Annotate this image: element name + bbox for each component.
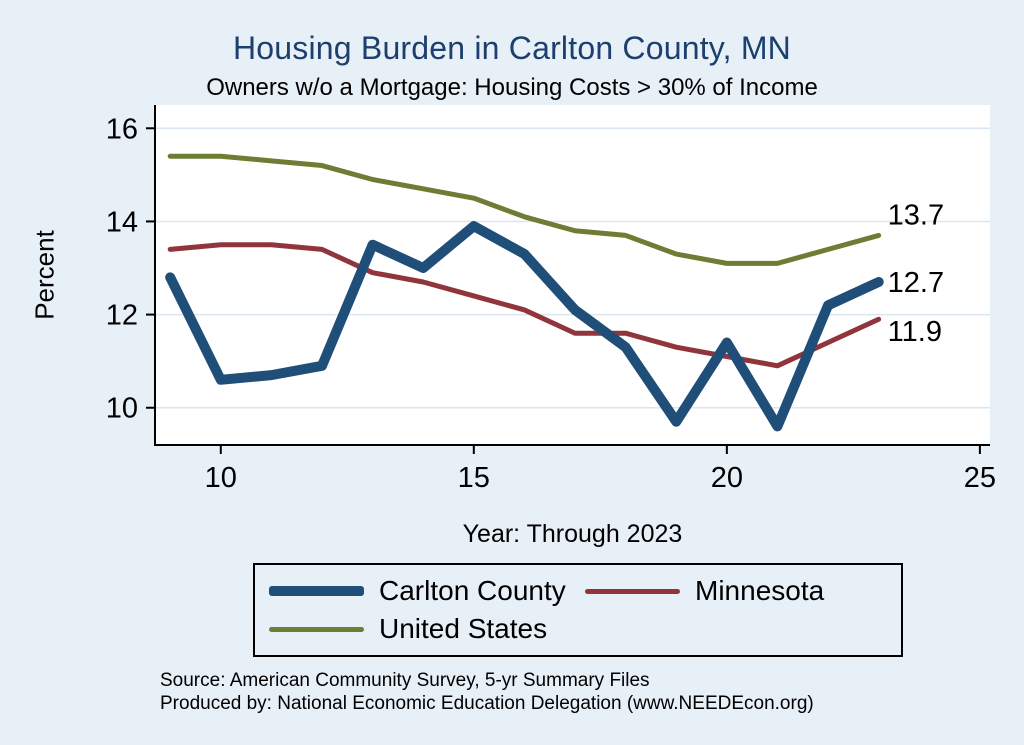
plot-background: [155, 105, 990, 445]
legend-label-minnesota: Minnesota: [695, 575, 825, 606]
producer-note: Produced by: National Economic Education…: [160, 693, 814, 714]
series-line-minnesota: [167, 242, 882, 369]
footnotes: Source: American Community Survey, 5-yr …: [160, 669, 814, 715]
legend-label-united-states: United States: [379, 613, 548, 644]
legend-item-united-states: United States: [269, 613, 635, 645]
y-tick-label: 16: [106, 113, 138, 145]
y-tick-label: 10: [106, 393, 138, 425]
legend: Carlton County Minnesota United States: [253, 563, 903, 657]
legend-item-minnesota: Minnesota: [585, 575, 901, 607]
legend-swatch-minnesota: [585, 588, 680, 594]
y-tick-label: 14: [106, 206, 138, 238]
x-tick-label: 20: [711, 462, 743, 494]
chart-title: Housing Burden in Carlton County, MN: [233, 30, 791, 66]
series-line-carlton-county: [165, 221, 884, 432]
end-label-minnesota: 11.9: [888, 316, 942, 348]
x-tick-label: 10: [205, 462, 237, 494]
x-axis-label: Year: Through 2023: [462, 520, 683, 548]
series-line-united-states: [167, 153, 882, 266]
x-tick-label: 15: [458, 462, 490, 494]
y-tick-label: 12: [106, 300, 138, 332]
end-label-carlton-county: 12.7: [888, 267, 944, 299]
legend-item-carlton-county: Carlton County: [269, 575, 585, 607]
legend-row: United States: [269, 610, 901, 648]
y-axis-label: Percent: [29, 230, 60, 320]
legend-label-carlton-county: Carlton County: [379, 575, 566, 606]
legend-row: Carlton County Minnesota: [269, 572, 901, 610]
legend-swatch-united-states: [269, 626, 364, 632]
source-note: Source: American Community Survey, 5-yr …: [160, 670, 650, 691]
x-tick-label: 25: [964, 462, 996, 494]
legend-swatch-carlton-county: [269, 586, 364, 596]
chart-subtitle: Owners w/o a Mortgage: Housing Costs > 3…: [206, 74, 818, 101]
end-label-united-states: 13.7: [888, 199, 944, 231]
